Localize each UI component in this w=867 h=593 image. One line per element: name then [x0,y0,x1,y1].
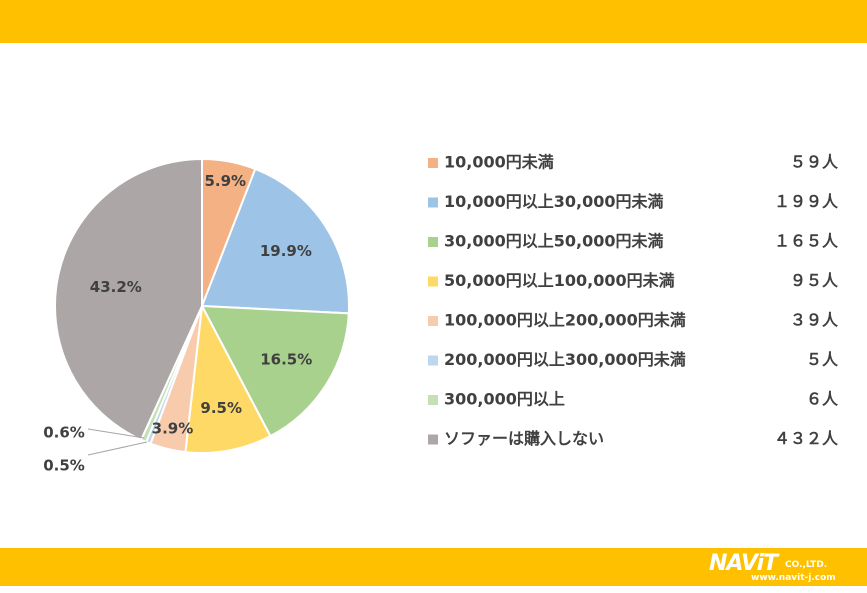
legend-count-1: ５９人 [790,153,839,172]
legend-swatch-2 [428,197,438,208]
legend-swatch-8 [428,434,438,445]
data-label-8: 43.2% [90,278,142,296]
legend-swatch-1 [428,158,438,168]
legend-label-3: 30,000円以上50,000円未満 [444,232,664,251]
logo-url: www.navit-j.com [751,573,836,583]
legend-label-2: 10,000円以上30,000円未満 [444,192,664,211]
legend-count-6: ５人 [806,350,839,369]
data-labels: 5.9% 19.9% 16.5% 9.5% 3.9% 0.5% 0.6% 43.2% [43,172,312,474]
legend-swatch-3 [428,237,438,247]
leader-line-6 [87,441,148,456]
pie-slices [54,157,350,454]
legend-label-6: 200,000円以上300,000円未満 [444,350,686,369]
data-label-6: 0.5% [43,457,85,475]
pie-slice-8 [54,157,203,442]
data-label-1: 5.9% [204,172,246,190]
bottom-banner [0,548,867,586]
legend: 10,000円未満 ５９人 10,000円以上30,000円未満 １９９人 30,000… [428,153,839,448]
data-label-3: 16.5% [260,350,312,368]
data-label-5: 3.9% [152,419,194,437]
legend-label-8: ソファーは購入しない [444,429,604,448]
legend-label-5: 100,000円以上200,000円未満 [444,311,686,330]
legend-swatch-7 [428,395,438,405]
logo-suffix: CO.,LTD. [785,560,828,570]
pie-slice-2 [200,167,350,315]
data-label-7: 0.6% [43,424,85,442]
legend-swatch-6 [428,355,438,366]
legend-label-4: 50,000円以上100,000円未満 [444,271,675,290]
legend-count-4: ９５人 [790,271,839,290]
pie-slice-3 [200,304,350,438]
leader-lines [87,428,148,456]
legend-count-3: １６５人 [774,232,839,251]
legend-count-5: ３９人 [790,311,839,330]
top-banner [0,0,867,43]
legend-swatch-5 [428,316,438,326]
legend-count-2: １９９人 [774,192,839,211]
legend-swatch-4 [428,276,438,287]
data-label-2: 19.9% [260,242,312,260]
pie-chart: 5.9% 19.9% 16.5% 9.5% 3.9% 0.5% 0.6% 43.2% 10,0… [43,153,839,475]
legend-count-7: ６人 [806,390,839,409]
pie-slice-4 [184,302,272,454]
legend-label-1: 10,000円未満 [444,153,554,172]
legend-count-8: ４３２人 [774,429,839,448]
leader-line-7 [87,428,145,439]
data-label-4: 9.5% [200,399,242,417]
company-logo: NAViT CO.,LTD. www.navit-j.com [707,551,857,585]
legend-label-7: 300,000円以上 [444,390,565,409]
logo-brand: NAViT [709,551,778,576]
